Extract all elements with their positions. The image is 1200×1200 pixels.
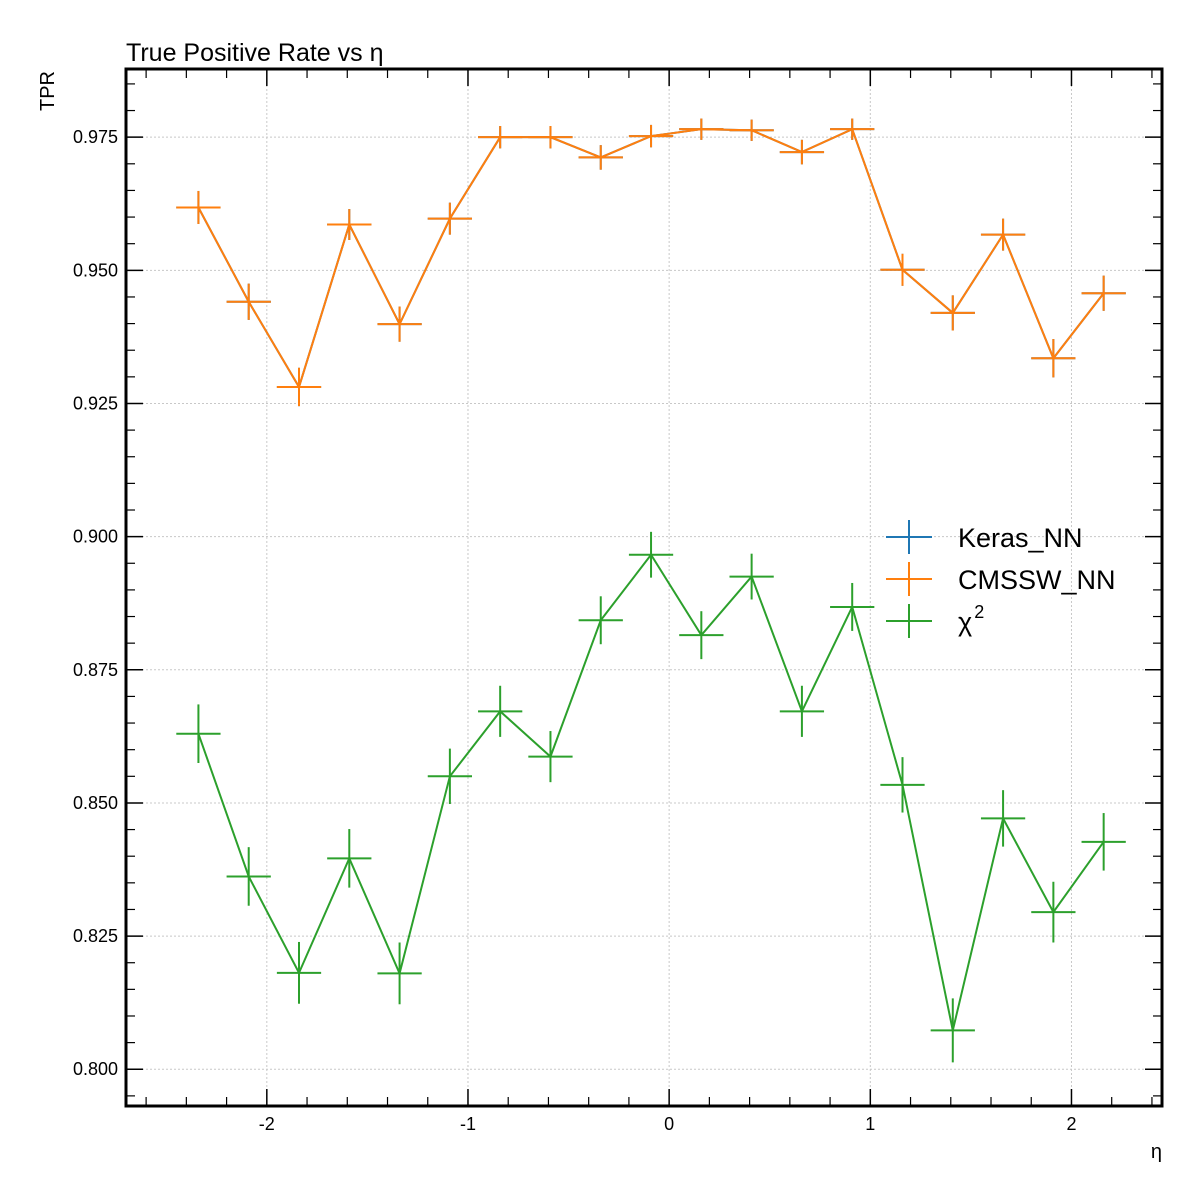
- data-point: [980, 790, 1026, 847]
- data-point: [1081, 813, 1126, 871]
- data-point: [327, 209, 372, 240]
- y-tick-label: 0.825: [73, 926, 118, 946]
- x-tick-label: 2: [1066, 1114, 1076, 1134]
- data-point: [880, 253, 925, 286]
- data-point: [679, 611, 724, 660]
- data-point: [427, 748, 473, 805]
- data-point: [779, 139, 825, 165]
- data-point: [1031, 339, 1076, 378]
- data-point: [880, 757, 925, 813]
- data-point: [729, 119, 774, 141]
- legend-label: Keras_NN: [958, 523, 1083, 553]
- data-point: [377, 306, 422, 342]
- data-point: [628, 531, 674, 578]
- legend-item: CMSSW_NN: [886, 562, 1116, 596]
- data-point: [779, 685, 825, 737]
- data-point: [1031, 881, 1076, 943]
- legend-item: Keras_NN: [886, 520, 1083, 554]
- series-line: [197, 127, 1105, 390]
- data-point: [729, 553, 774, 600]
- y-tick-label: 0.925: [73, 393, 118, 413]
- data-point: [327, 829, 372, 888]
- y-tick-label: 0.850: [73, 793, 118, 813]
- data-point: [628, 124, 674, 148]
- data-point: [930, 295, 975, 331]
- plot-frame: [124, 67, 1164, 1108]
- data-point: [1081, 275, 1126, 311]
- x-tick-label: -1: [460, 1114, 476, 1134]
- y-tick-label: 0.975: [73, 127, 118, 147]
- legend-label: CMSSW_NN: [958, 565, 1116, 595]
- data-point: [578, 145, 623, 170]
- data-point: [226, 283, 271, 320]
- x-tick-labels: -2 -1 0 1 2: [259, 1114, 1077, 1134]
- series-keras-nn: [176, 118, 1126, 407]
- legend: Keras_NN CMSSW_NN χ 2: [886, 520, 1116, 638]
- data-point: [478, 685, 523, 737]
- data-point: [830, 118, 875, 140]
- data-point: [226, 847, 271, 906]
- series-line: [197, 127, 1105, 390]
- data-series: [176, 118, 1126, 1063]
- series-cmssw-nn: [176, 118, 1126, 407]
- y-tick-labels: 0.800 0.825 0.850 0.875 0.900 0.925 0.950 0.975: [73, 127, 118, 1079]
- data-point: [478, 125, 523, 149]
- data-point: [176, 704, 221, 763]
- x-axis-label: η: [1151, 1141, 1162, 1163]
- x-tick-label: 0: [664, 1114, 674, 1134]
- grid: [126, 69, 1162, 1106]
- y-tick-label: 0.950: [73, 260, 118, 280]
- x-tick-label: 1: [865, 1114, 875, 1134]
- data-point: [176, 190, 221, 224]
- data-point: [528, 731, 573, 783]
- data-point: [679, 118, 724, 140]
- data-point: [377, 942, 422, 1005]
- data-point: [276, 941, 322, 1004]
- data-point: [578, 596, 623, 645]
- data-point: [528, 125, 573, 149]
- data-point: [427, 202, 473, 235]
- x-tick-label: -2: [259, 1114, 275, 1134]
- chart-title: True Positive Rate vs η: [126, 39, 384, 67]
- y-tick-label: 0.900: [73, 527, 118, 547]
- data-point: [276, 367, 322, 407]
- y-axis-label: TPR: [37, 71, 59, 111]
- y-tick-label: 0.875: [73, 660, 118, 680]
- data-point: [830, 582, 875, 631]
- series--: [176, 531, 1126, 1063]
- data-point: [930, 998, 975, 1063]
- y-tick-label: 0.800: [73, 1059, 118, 1079]
- data-point: [980, 218, 1026, 251]
